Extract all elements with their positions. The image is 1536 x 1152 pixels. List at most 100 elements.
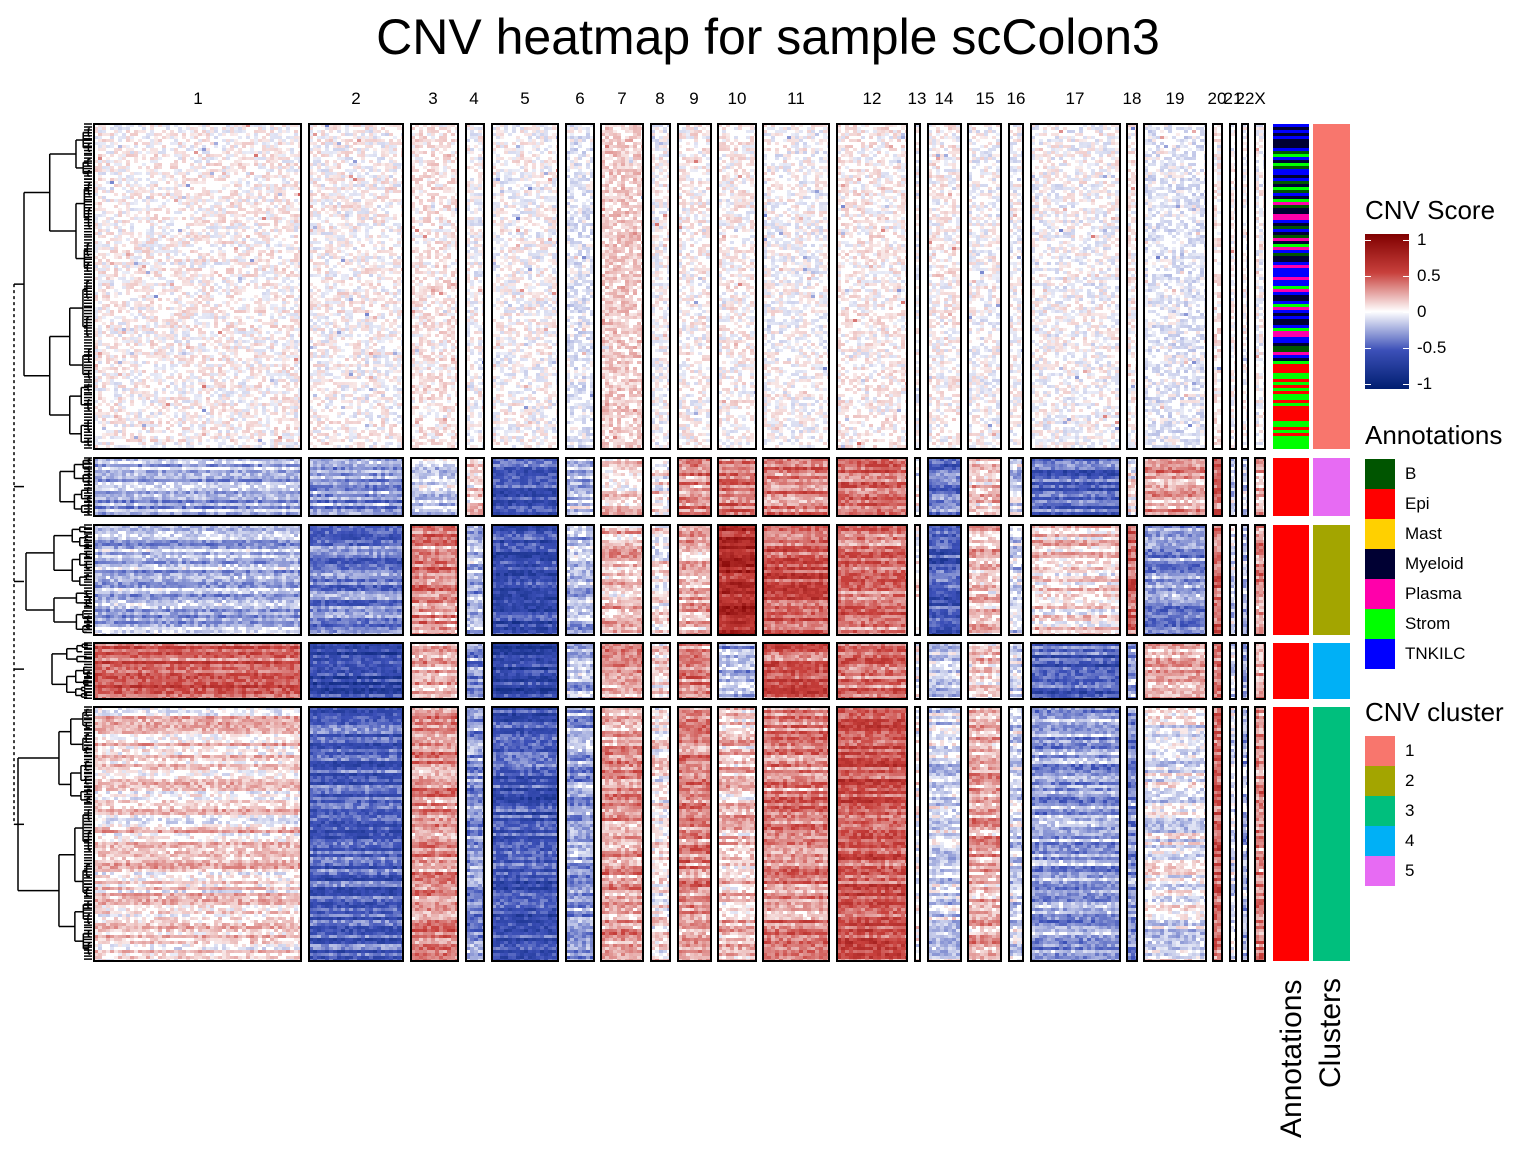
heatmap-cell (222, 139, 226, 142)
heatmap-cell (102, 148, 106, 151)
heatmap-cell (250, 157, 254, 160)
heatmap-cell (218, 163, 222, 166)
heatmap-cell (154, 163, 158, 166)
heatmap-cell (98, 169, 102, 172)
heatmap-cell (126, 166, 130, 169)
heatmap-cell (242, 157, 246, 160)
heatmap-cell (174, 160, 178, 163)
heatmap-cell (290, 169, 294, 172)
heatmap-cell (290, 163, 294, 166)
heatmap-cell (270, 166, 274, 169)
heatmap-cell (234, 127, 238, 130)
heatmap-cell (234, 151, 238, 154)
heatmap-cell (222, 148, 226, 151)
heatmap-cell (126, 151, 130, 154)
heatmap-cell (190, 127, 194, 130)
chromosome-label: 14 (935, 89, 954, 108)
heatmap-cell (206, 130, 210, 133)
heatmap-cell (194, 145, 198, 148)
heatmap-cell (238, 127, 242, 130)
heatmap-cell (242, 130, 246, 133)
heatmap-cell (270, 169, 274, 172)
heatmap-cell (242, 127, 246, 130)
heatmap-cell (198, 154, 202, 157)
heatmap-cell (210, 127, 214, 130)
heatmap-cell (126, 136, 130, 139)
heatmap-cell (150, 172, 154, 175)
heatmap-cell (182, 130, 186, 133)
heatmap-cell (230, 154, 234, 157)
heatmap-cell (282, 157, 286, 160)
heatmap-cell (274, 136, 278, 139)
heatmap-cell (270, 136, 274, 139)
heatmap-cell (170, 133, 174, 136)
heatmap-cell (246, 136, 250, 139)
heatmap-cell (178, 127, 182, 130)
heatmap-cell (250, 151, 254, 154)
heatmap-cell (286, 163, 290, 166)
heatmap-cell (150, 151, 154, 154)
heatmap-cell (134, 142, 138, 145)
heatmap-cell (286, 169, 290, 172)
heatmap-cell (114, 148, 118, 151)
heatmap-cell (174, 139, 178, 142)
heatmap-cell (266, 169, 270, 172)
heatmap-cell (238, 151, 242, 154)
heatmap-cell (126, 169, 130, 172)
heatmap-cell (290, 154, 294, 157)
heatmap-cell (234, 142, 238, 145)
heatmap-cell (186, 148, 190, 151)
heatmap-cell (270, 139, 274, 142)
heatmap-cell (278, 127, 282, 130)
chromosome-label: 18 (1123, 89, 1142, 108)
heatmap-cell (110, 136, 114, 139)
heatmap-cell (170, 130, 174, 133)
heatmap-cell (186, 127, 190, 130)
chromosome-label: 4 (469, 89, 478, 108)
heatmap-cell (222, 130, 226, 133)
heatmap-cell (126, 127, 130, 130)
heatmap-cell (150, 169, 154, 172)
heatmap-cell (146, 136, 150, 139)
heatmap-cell (234, 130, 238, 133)
heatmap-cell (166, 133, 170, 136)
heatmap-cell (222, 145, 226, 148)
heatmap-cell (154, 160, 158, 163)
heatmap-cell (222, 157, 226, 160)
heatmap-cell (206, 154, 210, 157)
heatmap-cell (174, 163, 178, 166)
heatmap-cell (162, 151, 166, 154)
heatmap-cell (278, 157, 282, 160)
heatmap-cell (154, 172, 158, 175)
heatmap-cell (174, 169, 178, 172)
heatmap-cell (102, 160, 106, 163)
heatmap-cell (290, 160, 294, 163)
heatmap-cell (194, 136, 198, 139)
heatmap-cell (178, 130, 182, 133)
heatmap-cell (110, 154, 114, 157)
heatmap-cell (202, 145, 206, 148)
heatmap-cell (274, 127, 278, 130)
heatmap-cell (162, 172, 166, 175)
chromosome-label: 7 (617, 89, 626, 108)
heatmap-cell (278, 133, 282, 136)
heatmap-cell (294, 163, 298, 166)
heatmap-cell (150, 157, 154, 160)
heatmap-cell (130, 151, 134, 154)
heatmap-cell (146, 151, 150, 154)
heatmap-cell (178, 154, 182, 157)
heatmap-cell (238, 136, 242, 139)
heatmap-cell (238, 148, 242, 151)
heatmap-cell (286, 142, 290, 145)
heatmap-cell (142, 130, 146, 133)
heatmap-cell (250, 148, 254, 151)
heatmap-cell (122, 154, 126, 157)
heatmap-cell (230, 145, 234, 148)
heatmap-cell (98, 127, 102, 130)
heatmap-cell (234, 163, 238, 166)
heatmap-cell (134, 130, 138, 133)
heatmap-cell (266, 157, 270, 160)
heatmap-cell (122, 127, 126, 130)
chromosome-label: 11 (787, 89, 805, 108)
heatmap-cell (146, 145, 150, 148)
